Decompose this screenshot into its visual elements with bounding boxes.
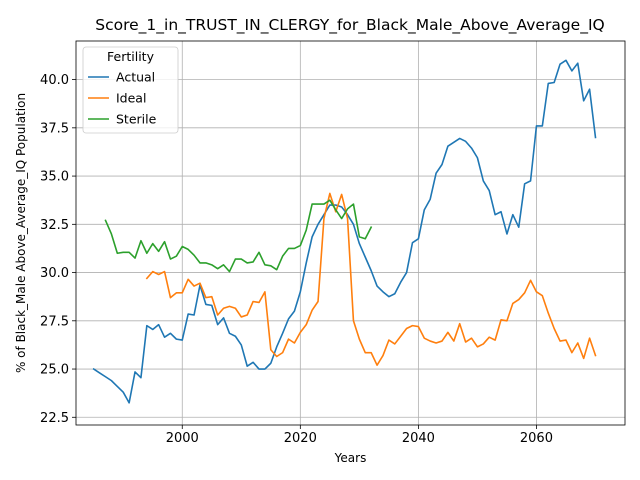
- series-line-actual: [92, 59, 597, 404]
- legend-label-sterile: Sterile: [116, 112, 157, 127]
- y-tick-label: 32.5: [40, 218, 69, 233]
- legend: Fertility Actual Ideal Sterile: [82, 46, 179, 134]
- legend-items: Actual Ideal Sterile: [88, 70, 157, 127]
- x-axis-ticks: 2000 2020 2040 2060: [166, 425, 553, 446]
- y-tick-label: 40.0: [40, 73, 69, 88]
- x-tick-label: 2000: [166, 431, 199, 446]
- x-tick-label: 2020: [284, 431, 317, 446]
- x-axis-label: Years: [334, 451, 367, 465]
- grid-lines: [76, 41, 625, 425]
- legend-label-ideal: Ideal: [116, 91, 146, 106]
- plot-frame: [75, 40, 626, 426]
- y-tick-label: 25.0: [40, 363, 69, 378]
- y-tick-label: 27.5: [40, 314, 69, 329]
- series-line-sterile: [104, 199, 373, 273]
- series-lines: [92, 59, 597, 404]
- legend-title: Fertility: [107, 49, 155, 64]
- legend-label-actual: Actual: [116, 70, 155, 85]
- y-tick-label: 37.5: [40, 121, 69, 136]
- x-tick-label: 2060: [520, 431, 553, 446]
- y-axis-label: % of Black_Male Above_Average_IQ Populat…: [14, 93, 28, 373]
- y-tick-label: 30.0: [40, 266, 69, 281]
- y-tick-label: 35.0: [40, 170, 69, 185]
- y-tick-label: 22.5: [40, 411, 69, 426]
- y-axis-ticks: 22.5 25.0 27.5 30.0 32.5 35.0 37.5 40.0: [40, 73, 76, 426]
- series-line-ideal: [145, 192, 597, 366]
- chart-title: Score_1_in_TRUST_IN_CLERGY_for_Black_Mal…: [95, 16, 604, 35]
- legend-box: [82, 46, 179, 134]
- x-tick-label: 2040: [402, 431, 435, 446]
